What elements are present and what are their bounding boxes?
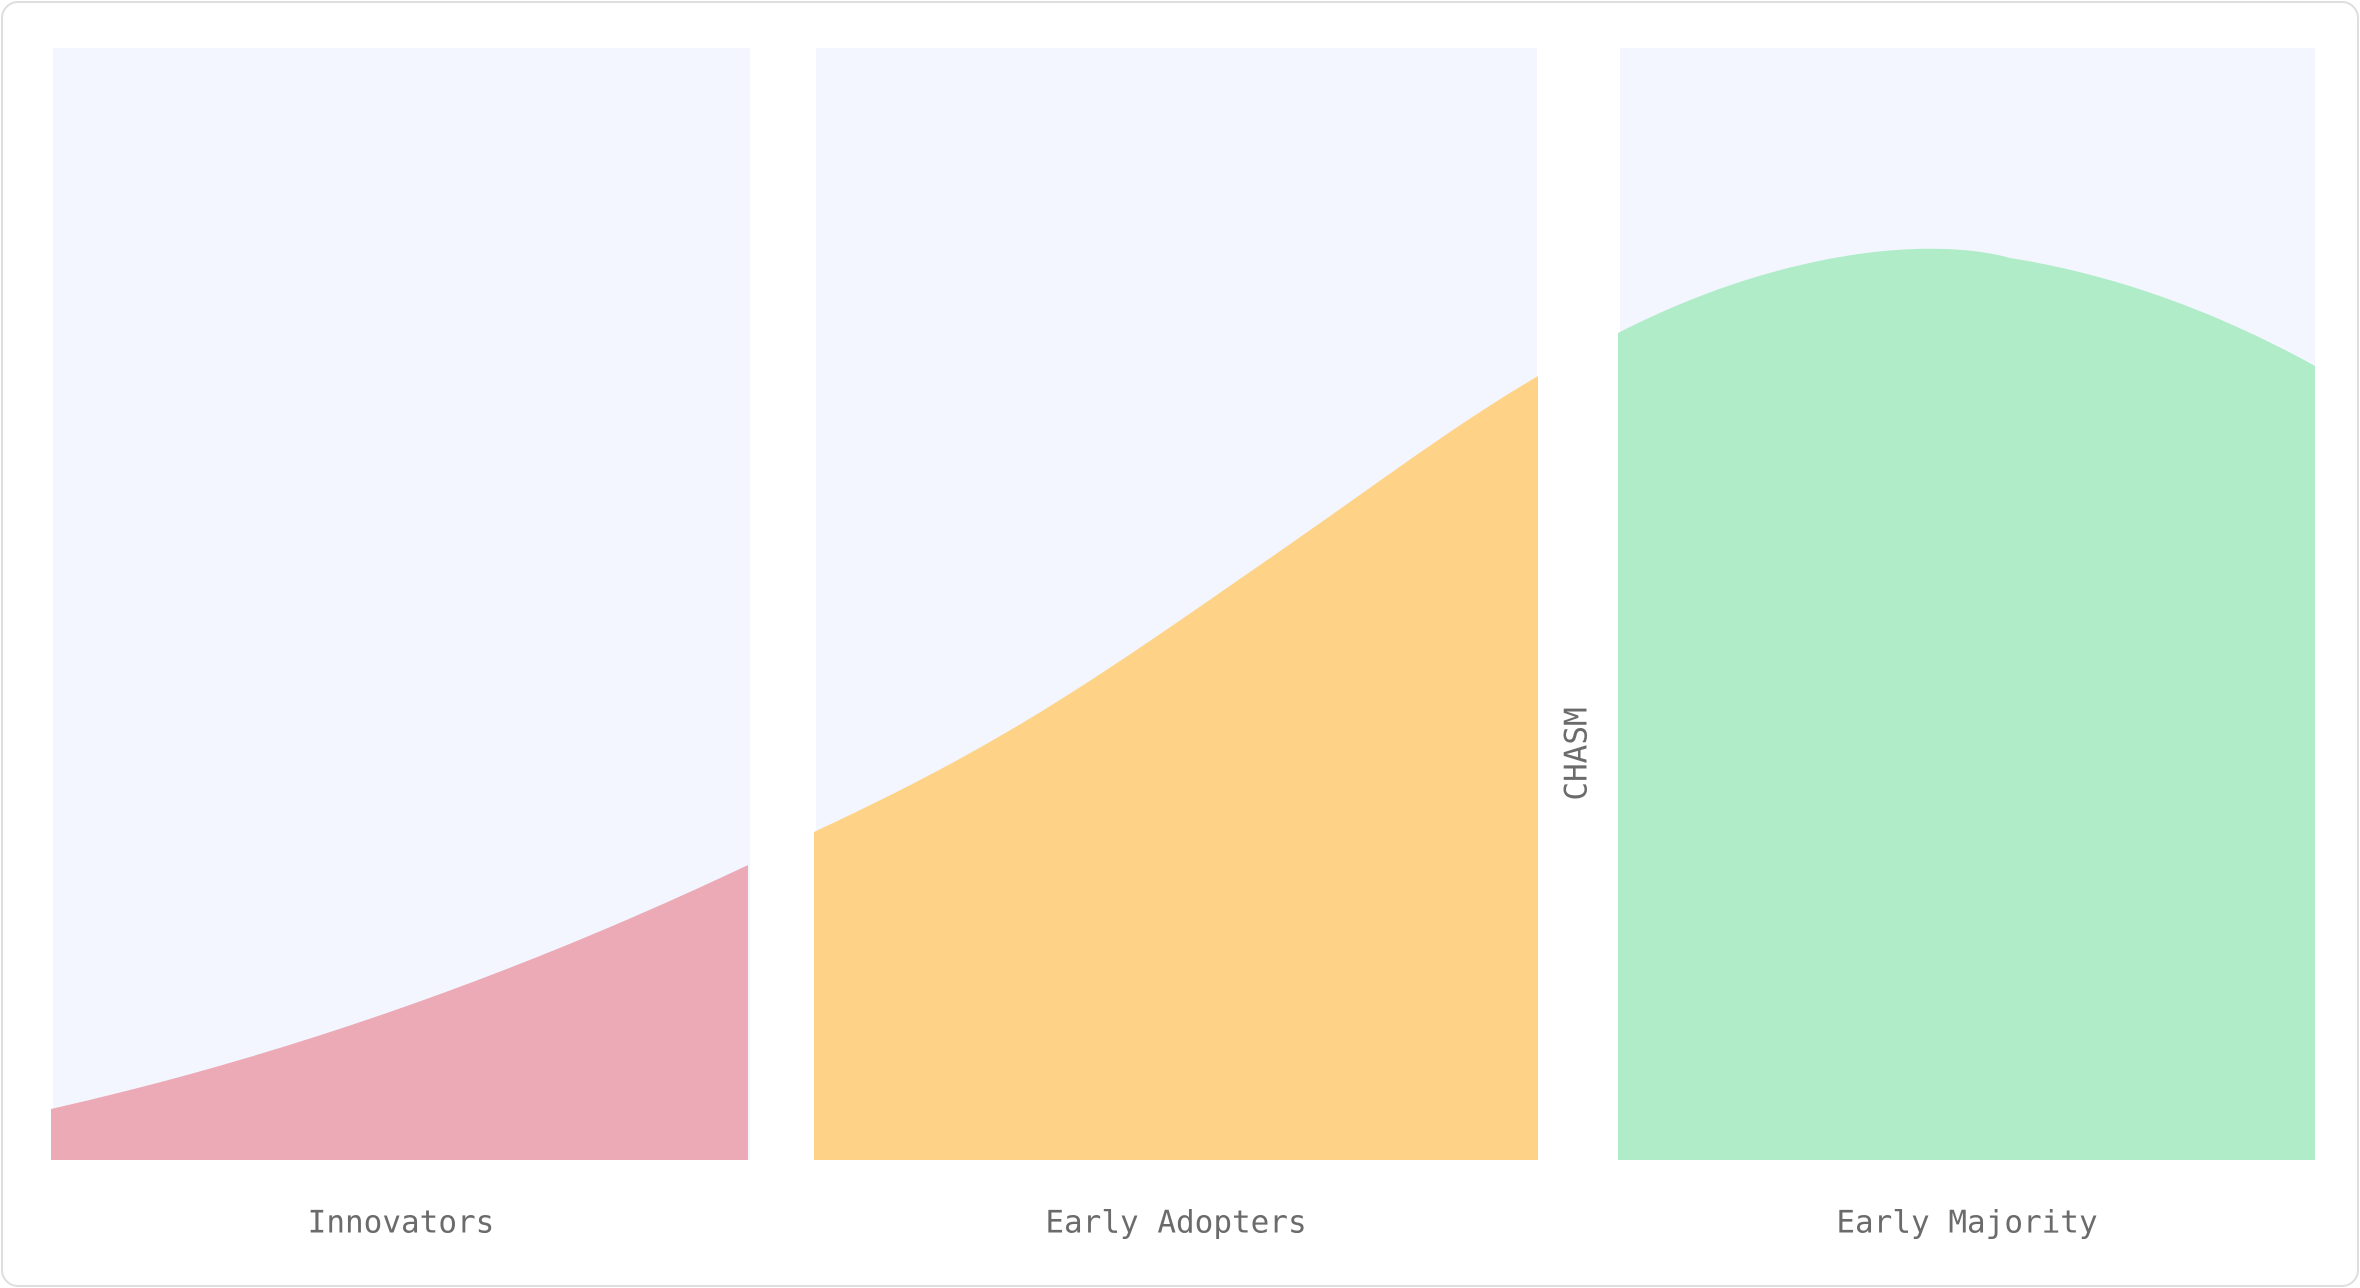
early-majority-area — [1618, 248, 2315, 1160]
segment-label: Early Adopters — [1045, 1205, 1306, 1241]
segment-label: Early Majority — [1836, 1205, 2097, 1241]
innovators-area — [51, 865, 748, 1160]
segment-label: Innovators — [308, 1205, 495, 1241]
chasm-label: CHASM — [1559, 707, 1595, 800]
early-adopters-area — [814, 376, 1538, 1160]
